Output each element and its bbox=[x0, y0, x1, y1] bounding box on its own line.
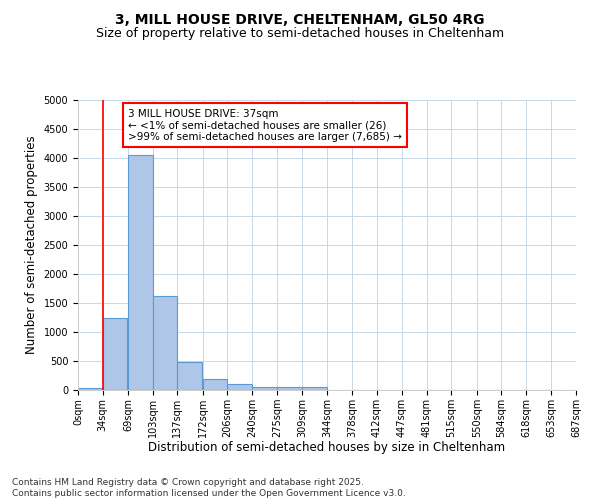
Bar bbox=[252, 387, 277, 390]
Bar bbox=[152, 296, 178, 390]
Bar bbox=[277, 387, 302, 390]
Bar bbox=[203, 380, 227, 390]
Bar bbox=[128, 155, 152, 390]
Y-axis label: Number of semi-detached properties: Number of semi-detached properties bbox=[25, 136, 38, 354]
Text: Contains HM Land Registry data © Crown copyright and database right 2025.
Contai: Contains HM Land Registry data © Crown c… bbox=[12, 478, 406, 498]
Bar bbox=[302, 388, 326, 390]
Text: 3, MILL HOUSE DRIVE, CHELTENHAM, GL50 4RG: 3, MILL HOUSE DRIVE, CHELTENHAM, GL50 4R… bbox=[115, 12, 485, 26]
Bar bbox=[178, 362, 202, 390]
Text: Size of property relative to semi-detached houses in Cheltenham: Size of property relative to semi-detach… bbox=[96, 28, 504, 40]
Bar bbox=[78, 388, 103, 390]
Bar bbox=[103, 318, 127, 390]
X-axis label: Distribution of semi-detached houses by size in Cheltenham: Distribution of semi-detached houses by … bbox=[148, 442, 506, 454]
Bar bbox=[227, 384, 252, 390]
Text: 3 MILL HOUSE DRIVE: 37sqm
← <1% of semi-detached houses are smaller (26)
>99% of: 3 MILL HOUSE DRIVE: 37sqm ← <1% of semi-… bbox=[128, 108, 401, 142]
